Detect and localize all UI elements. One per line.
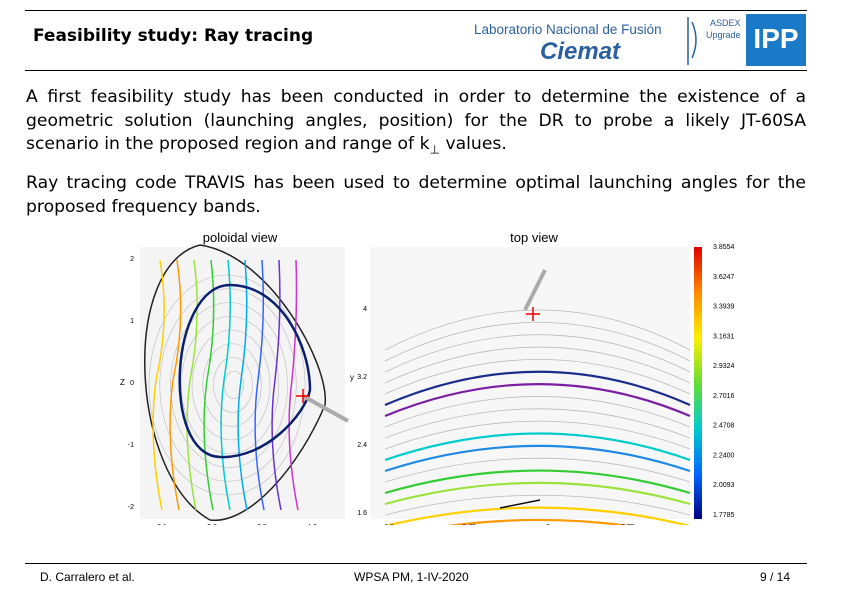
arc [447,518,630,525]
footer-page: 9 / 14 [760,570,791,584]
y-tick-label: 1.6 [357,510,367,517]
x-tick-label: 2.8 [207,524,217,525]
flux-surface [159,288,297,482]
plot-area [370,247,690,519]
logos: Laboratorio Nacional de Fusión Ciemat AS… [474,14,806,66]
y-tick-label: 2 [130,256,134,263]
arc [384,420,691,450]
colorbar-label: 2.2400 [713,452,735,459]
text: k [419,134,430,154]
subscript: ⊥ [429,142,440,157]
ray-end [499,499,541,509]
text: values. [439,134,507,154]
vessel [144,244,326,521]
x-tick-label: 3.5 [257,524,267,525]
figures: poloidal view top view 2 1 0 -1 -2 2.1 2.8 3.5 4… [120,230,735,525]
arc [384,432,691,462]
footer-author: D. Carralero et al. [40,570,135,584]
footer-rule [25,563,807,564]
arc [384,309,691,351]
y-tick-label: 0 [130,380,134,387]
arc [384,383,691,418]
colorbar [694,247,702,519]
figure-caption: poloidal view [203,230,278,245]
y-tick-label: -1 [128,442,134,449]
launcher [302,394,349,423]
arc [384,457,691,483]
x-tick-label: 2.1 [157,524,167,525]
flux-surface [191,329,271,441]
text: A first feasibility study has been condu… [26,87,806,154]
arc [384,359,691,395]
arc [384,444,691,473]
arc [384,346,691,384]
footer-event: WPSA PM, 1-IV-2020 [354,570,469,584]
arc [384,494,691,516]
paragraph: Ray tracing code TRAVIS has been used to… [26,173,806,217]
header-rule [25,70,807,71]
cross [526,307,540,321]
top-plot: 43.22.41.6-1.5-0.7500.75yx3.85543.62473.… [350,244,735,525]
colorbar-label: 2.0093 [713,482,735,489]
ray [254,259,265,511]
colorbar-label: 3.1631 [713,333,735,340]
colorbar-label: 2.9324 [713,363,735,370]
ray [271,259,282,511]
figure-caption: top view [510,230,558,245]
ray [186,259,198,511]
x-tick-label: -0.75 [460,524,476,525]
separatrix [178,283,312,459]
flux-surface [202,343,262,427]
y-tick-label: 4 [363,306,367,313]
paragraph: A first feasibility study has been condu… [26,86,806,162]
y-tick-label: 1 [130,318,134,325]
flux-surface [170,302,288,468]
logo-asdex: Upgrade [706,30,741,40]
x-tick-label: 0 [546,524,550,525]
colorbar-label: 3.3939 [713,304,735,311]
arc [384,322,691,362]
colorbar-label: 2.4708 [713,423,735,430]
poloidal-plot: 210-1-22.12.83.54.2ZR [120,244,349,525]
x-tick-label: -1.5 [382,524,394,525]
y-tick-label: 2.4 [357,442,367,449]
arc [384,370,691,407]
colorbar-label: 3.8554 [713,244,735,251]
launcher [523,269,547,311]
ray [169,259,182,511]
ray [152,259,165,511]
arc [384,506,691,525]
logo-lab: Laboratorio Nacional de Fusión [474,22,662,37]
y-tick-label: 3.2 [357,374,367,381]
x-tick-label: 0.75 [621,524,635,525]
slide-title: Feasibility study: Ray tracing [33,26,314,46]
colorbar-label: 2.7016 [713,393,735,400]
arc [384,481,691,506]
y-tick-label: -2 [128,504,134,511]
logo-ipp: IPP [753,23,798,54]
colorbar-label: 1.7785 [713,512,735,519]
colorbar-label: 3.6247 [713,274,735,281]
logo-asdex: ASDEX [710,18,741,28]
arc [384,396,691,428]
arc [384,408,691,439]
logo-ipp-box [746,14,806,66]
logo-ciemat: Ciemat [540,38,621,65]
x-tick-label: 4.2 [307,524,317,525]
y-axis-label: y [350,373,354,382]
flux-surface [213,357,253,413]
ray [288,259,299,511]
arc [384,334,691,373]
y-axis-label: Z [120,378,125,387]
ray [220,259,231,511]
logo-asdex-mark [687,17,697,65]
top-rule [25,10,807,11]
cross [296,389,310,403]
ray [203,259,215,511]
flux-surface [223,370,245,400]
arc [384,469,691,495]
ray [237,259,248,511]
